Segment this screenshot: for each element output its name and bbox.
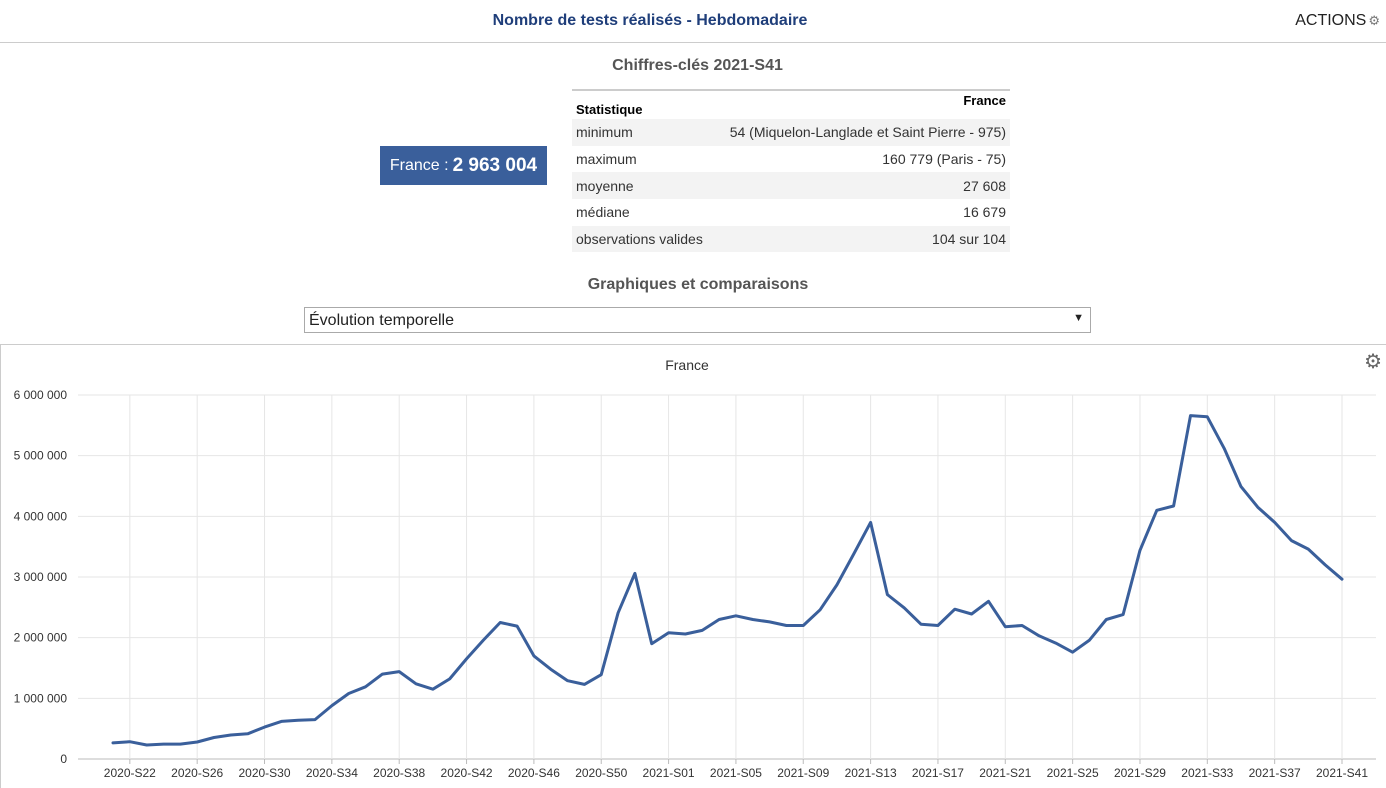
- y-tick-label: 0: [60, 752, 67, 766]
- key-figures-table: Statistique France minimum 54 (Miquelon-…: [572, 89, 1010, 253]
- badge-label: France :: [389, 156, 449, 174]
- page-title: Nombre de tests réalisés - Hebdomadaire: [492, 12, 808, 29]
- series-line-france: [111, 414, 1344, 747]
- y-tick-label: 1 000 000: [14, 691, 68, 705]
- top-bar: Nombre de tests réalisés - Hebdomadaire …: [0, 0, 1386, 43]
- table-row: minimum 54 (Miquelon-Langlade et Saint P…: [572, 119, 1010, 146]
- grid: [78, 394, 1376, 764]
- gear-icon: ⚙: [1368, 13, 1380, 28]
- x-tick-label: 2021-S09: [777, 766, 829, 780]
- x-tick-label: 2021-S21: [979, 766, 1031, 780]
- actions-menu-button[interactable]: ACTIONS ⚙: [1295, 12, 1380, 30]
- x-tick-label: 2020-S26: [171, 766, 223, 780]
- y-tick-label: 5 000 000: [14, 449, 68, 463]
- actions-label: ACTIONS: [1295, 12, 1367, 29]
- x-tick-label: 2020-S22: [104, 766, 156, 780]
- x-tick-label: 2020-S46: [508, 766, 560, 780]
- row-label: observations valides: [572, 225, 713, 253]
- x-tick-label: 2021-S37: [1249, 766, 1301, 780]
- x-tick-label: 2021-S01: [643, 766, 695, 780]
- row-label: moyenne: [572, 172, 713, 200]
- row-label: minimum: [572, 119, 713, 146]
- x-tick-label: 2020-S34: [306, 766, 358, 780]
- row-value: 54 (Miquelon-Langlade et Saint Pierre - …: [712, 119, 1010, 146]
- chart-settings-gear-icon[interactable]: ⚙: [1364, 351, 1382, 373]
- x-axis: 2020-S22 2020-S26 2020-S30 2020-S34 2020-S38…: [104, 766, 1369, 780]
- row-label: maximum: [576, 151, 637, 168]
- badge-value: 2 963 004: [452, 154, 538, 176]
- x-tick-label: 2021-S29: [1114, 766, 1166, 780]
- row-value: 160 779 (Paris - 75): [882, 151, 1006, 168]
- x-tick-label: 2021-S25: [1047, 766, 1099, 780]
- chart-panel: ⚙ France 0 1 000 000 2 000 000 3 000 000 4 0…: [0, 344, 1386, 788]
- y-tick-label: 4 000 000: [14, 509, 68, 523]
- y-tick-label: 3 000 000: [14, 570, 68, 584]
- col-france: France: [963, 93, 1006, 108]
- chart-title: France: [665, 357, 709, 373]
- table-row: médiane 16 679: [572, 199, 1010, 226]
- chart-type-select[interactable]: Évolution temporelle ▼: [304, 307, 1091, 333]
- line-chart: France 0 1 000 000 2 000 000 3 000 000 4 000…: [14, 357, 1376, 780]
- series-group: [111, 414, 1344, 747]
- x-tick-label: 2020-S30: [238, 766, 290, 780]
- x-tick-label: 2021-S05: [710, 766, 762, 780]
- x-tick-label: 2020-S50: [575, 766, 627, 780]
- table-row: maximum 160 779 (Paris - 75): [572, 146, 1010, 173]
- row-value: 104 sur 104: [712, 225, 1010, 253]
- table-row: observations valides 104 sur 104: [572, 225, 1010, 253]
- x-tick-label: 2021-S33: [1181, 766, 1233, 780]
- graphs-title: Graphiques et comparaisons: [587, 276, 809, 293]
- y-axis: 0 1 000 000 2 000 000 3 000 000 4 000 000 5 0…: [14, 388, 68, 766]
- x-tick-label: 2021-S41: [1316, 766, 1368, 780]
- y-tick-label: 6 000 000: [14, 388, 68, 402]
- row-value: 27 608: [712, 172, 1010, 200]
- row-value: 16 679: [963, 204, 1006, 221]
- caret-down-icon: ▼: [1073, 312, 1084, 324]
- table-header-row: Statistique France: [572, 90, 1010, 119]
- key-figures-title: Chiffres-clés 2021-S41: [612, 57, 783, 74]
- x-tick-label: 2020-S42: [441, 766, 493, 780]
- table-row: moyenne 27 608: [572, 172, 1010, 200]
- col-statistique: Statistique: [576, 102, 643, 117]
- x-tick-label: 2021-S13: [845, 766, 897, 780]
- select-value: Évolution temporelle: [309, 312, 454, 329]
- row-label: médiane: [576, 204, 630, 221]
- y-tick-label: 2 000 000: [14, 631, 68, 645]
- x-tick-label: 2021-S17: [912, 766, 964, 780]
- france-total-badge: France : 2 963 004: [380, 146, 547, 185]
- x-tick-label: 2020-S38: [373, 766, 425, 780]
